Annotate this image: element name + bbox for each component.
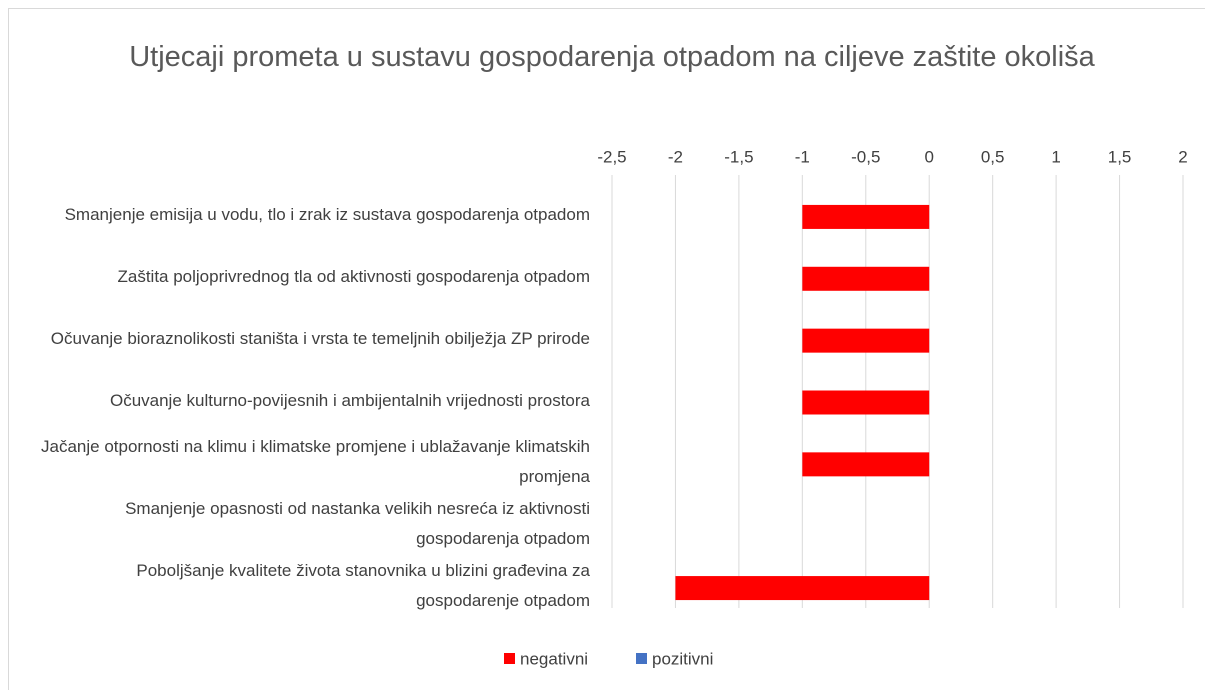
bar bbox=[675, 576, 930, 601]
x-tick-label: 1 bbox=[1051, 147, 1060, 166]
x-tick-label: 0 bbox=[924, 147, 933, 166]
x-tick-label: -1,5 bbox=[724, 147, 753, 166]
legend-swatch bbox=[636, 653, 647, 664]
category-label: Jačanje otpornosti na klimu i klimatske … bbox=[41, 437, 590, 487]
x-tick-label: -2 bbox=[668, 147, 683, 166]
legend-label: pozitivni bbox=[652, 649, 713, 668]
x-tick-label: -0,5 bbox=[851, 147, 880, 166]
bar bbox=[802, 390, 930, 415]
category-label: Očuvanje kulturno-povijesnih i ambijenta… bbox=[109, 390, 590, 410]
x-tick-label: 0,5 bbox=[981, 147, 1005, 166]
bar bbox=[802, 452, 930, 477]
chart-title: Utjecaji prometa u sustavu gospodarenja … bbox=[129, 41, 1095, 73]
category-label: Smanjenje emisija u vodu, tlo i zrak iz … bbox=[64, 204, 590, 224]
x-tick-label: 1,5 bbox=[1108, 147, 1132, 166]
category-label: Zaštita poljoprivrednog tla od aktivnost… bbox=[117, 266, 590, 286]
legend-swatch bbox=[504, 653, 515, 664]
x-tick-label: -1 bbox=[795, 147, 810, 166]
category-label: Smanjenje opasnosti od nastanka velikih … bbox=[125, 499, 590, 549]
category-label: Poboljšanje kvalitete života stanovnika … bbox=[136, 561, 590, 611]
x-tick-label: 2 bbox=[1178, 147, 1187, 166]
bar bbox=[802, 266, 930, 291]
category-label: Očuvanje bioraznolikosti staništa i vrst… bbox=[50, 328, 590, 348]
x-tick-label: -2,5 bbox=[597, 147, 626, 166]
legend-label: negativni bbox=[520, 649, 588, 668]
bar bbox=[802, 328, 930, 353]
bar bbox=[802, 204, 930, 229]
chart-border bbox=[8, 8, 1205, 690]
